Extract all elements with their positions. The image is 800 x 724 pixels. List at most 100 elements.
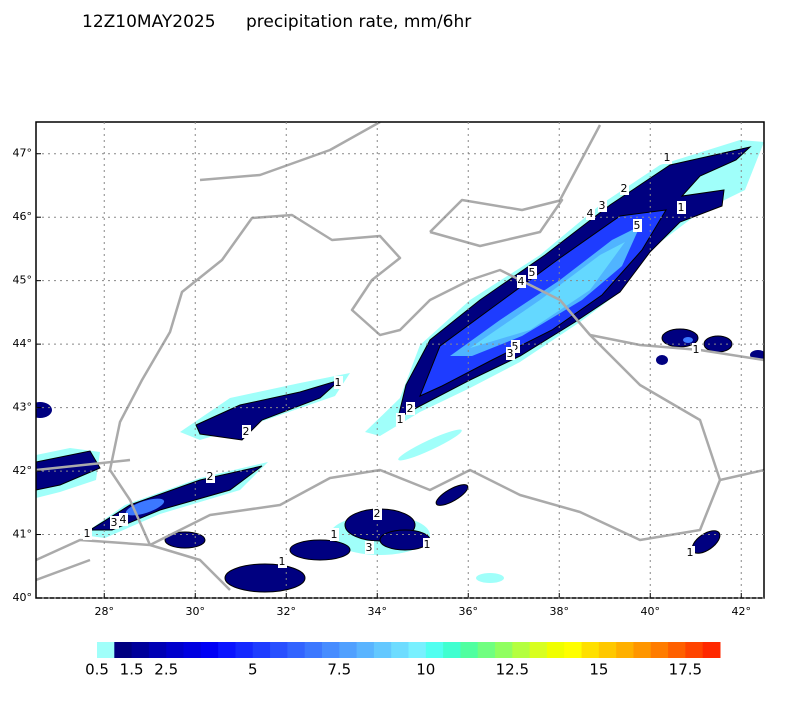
colorbar-swatch bbox=[148, 642, 167, 658]
colorbar-swatch bbox=[339, 642, 358, 658]
coastline bbox=[429, 198, 564, 248]
contour-label-box bbox=[692, 343, 701, 356]
colorbar-swatch bbox=[218, 642, 236, 658]
contour-label-box bbox=[330, 528, 339, 541]
map bbox=[36, 122, 764, 598]
contour-label: 4 bbox=[120, 513, 127, 526]
colorbar-swatch bbox=[425, 642, 444, 658]
y-tick-label: 44° bbox=[13, 337, 33, 350]
precip-area bbox=[36, 450, 101, 491]
colorbar-label: 17.5 bbox=[669, 661, 702, 679]
contour-label-box bbox=[620, 182, 629, 195]
contour-label: 3 bbox=[111, 516, 118, 529]
y-tick-label: 47° bbox=[13, 147, 33, 160]
precip-area bbox=[476, 573, 504, 583]
border bbox=[36, 122, 764, 591]
colorbar-label: 1.5 bbox=[120, 661, 144, 679]
contour-label: 2 bbox=[243, 425, 250, 438]
colorbar-swatch bbox=[97, 642, 115, 658]
colorbar-swatch bbox=[633, 642, 652, 658]
colorbar-swatch bbox=[495, 642, 513, 658]
colorbar-swatch bbox=[564, 642, 583, 658]
contour-label: 1 bbox=[331, 528, 338, 541]
contour-label-box bbox=[686, 546, 695, 559]
precip-area bbox=[683, 337, 693, 343]
colorbar-swatch bbox=[270, 642, 288, 658]
colorbar-swatch bbox=[183, 642, 202, 658]
contour-label-box bbox=[278, 555, 287, 568]
contour-label-box bbox=[83, 527, 92, 540]
precip-area bbox=[36, 402, 52, 418]
y-tick-label: 45° bbox=[13, 274, 33, 287]
colorbar-label: 7.5 bbox=[327, 661, 351, 679]
contour-label: 3 bbox=[599, 199, 606, 212]
x-tick-label: 38° bbox=[550, 605, 570, 618]
contour-label: 3 bbox=[507, 347, 514, 360]
colorbar-swatch bbox=[702, 642, 721, 658]
x-tick-label: 28° bbox=[95, 605, 115, 618]
colorbar-swatch bbox=[321, 642, 340, 658]
precip-area bbox=[224, 563, 306, 593]
contour-label-box bbox=[110, 516, 119, 529]
contour-label: 1 bbox=[678, 201, 685, 214]
precip-area bbox=[398, 429, 462, 461]
contour-label-box bbox=[517, 275, 526, 288]
contour-label-box bbox=[334, 376, 343, 389]
y-tick-label: 41° bbox=[13, 528, 33, 541]
colorbar-label: 15 bbox=[589, 661, 608, 679]
colorbar-swatch bbox=[252, 642, 271, 658]
contour-label-box bbox=[206, 470, 215, 483]
contour-label-box bbox=[373, 507, 382, 520]
contour-label: 2 bbox=[374, 507, 381, 520]
x-tick-label: 40° bbox=[641, 605, 661, 618]
x-tick-label: 34° bbox=[368, 605, 388, 618]
contour-label-box bbox=[511, 340, 520, 353]
plot-frame bbox=[35, 121, 765, 599]
time-label: 12Z10MAY2025 bbox=[82, 12, 216, 32]
colorbar-swatch bbox=[650, 642, 669, 658]
contour-label-box bbox=[598, 199, 607, 212]
contour-label-box bbox=[677, 201, 686, 214]
colorbar-swatch bbox=[287, 642, 306, 658]
contour-label: 1 bbox=[397, 413, 404, 426]
colorbar-label: 2.5 bbox=[154, 661, 178, 679]
contour-label: 5 bbox=[529, 266, 536, 279]
x-tick-label: 42° bbox=[732, 605, 752, 618]
colorbar-label: 12.5 bbox=[496, 661, 529, 679]
colorbar-swatch bbox=[373, 642, 392, 658]
colorbar-swatch bbox=[598, 642, 617, 658]
contour-label: 2 bbox=[407, 402, 414, 415]
coastlines bbox=[36, 122, 764, 591]
coastline bbox=[108, 213, 722, 547]
colorbar-label: 10 bbox=[416, 661, 435, 679]
y-tick-label: 43° bbox=[13, 401, 33, 414]
contour-label: 5 bbox=[634, 219, 641, 232]
x-tick-label: 36° bbox=[459, 605, 479, 618]
x-tick-label: 30° bbox=[186, 605, 206, 618]
colorbar-swatch bbox=[685, 642, 704, 658]
contour-label: 5 bbox=[512, 340, 519, 353]
colorbar-swatch bbox=[512, 642, 531, 658]
x-tick-label: 32° bbox=[277, 605, 297, 618]
contour-label-box bbox=[365, 541, 374, 554]
contour-label: 1 bbox=[84, 527, 91, 540]
colorbar-swatch bbox=[581, 642, 600, 658]
contour-label: 1 bbox=[693, 343, 700, 356]
colorbar-swatch bbox=[477, 642, 496, 658]
colorbar-swatch bbox=[200, 642, 219, 658]
y-tick-label: 42° bbox=[13, 464, 33, 477]
contour-label-box bbox=[663, 151, 672, 164]
contour-label: 4 bbox=[587, 207, 594, 220]
colorbar-swatch bbox=[114, 642, 133, 658]
contour-label: 1 bbox=[279, 555, 286, 568]
contour-label-box bbox=[528, 266, 537, 279]
colorbar-swatch bbox=[166, 642, 185, 658]
colorbar-swatch bbox=[668, 642, 686, 658]
colorbar-label: 0.5 bbox=[85, 661, 109, 679]
contour-label-box bbox=[633, 219, 642, 232]
contour-label: 1 bbox=[424, 538, 431, 551]
colorbar-swatch bbox=[616, 642, 634, 658]
colorbar-label: 5 bbox=[248, 661, 258, 679]
colorbar-swatch bbox=[131, 642, 150, 658]
